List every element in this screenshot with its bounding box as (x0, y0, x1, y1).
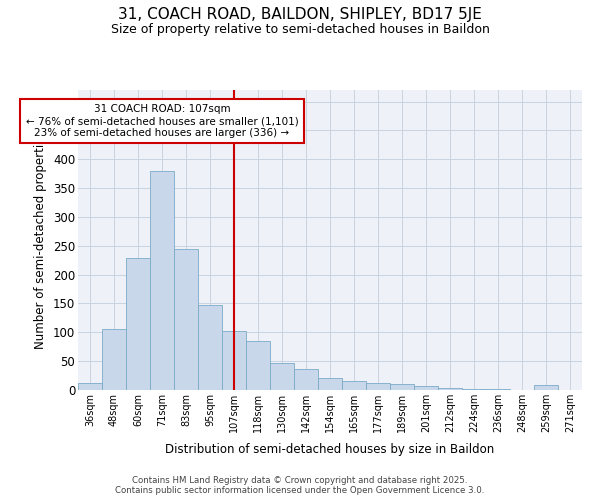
Text: Contains HM Land Registry data © Crown copyright and database right 2025.: Contains HM Land Registry data © Crown c… (132, 476, 468, 485)
Bar (270, 364, 294, 390)
Bar (414, 386, 438, 390)
Bar (438, 388, 462, 390)
Bar (390, 384, 414, 390)
Bar (366, 383, 390, 390)
Bar (222, 331, 246, 390)
X-axis label: Distribution of semi-detached houses by size in Baildon: Distribution of semi-detached houses by … (166, 444, 494, 456)
Bar (342, 382, 366, 390)
Bar (246, 341, 270, 390)
Text: 31 COACH ROAD: 107sqm
← 76% of semi-detached houses are smaller (1,101)
23% of s: 31 COACH ROAD: 107sqm ← 76% of semi-deta… (26, 104, 298, 138)
Bar (150, 171, 174, 390)
Text: 31, COACH ROAD, BAILDON, SHIPLEY, BD17 5JE: 31, COACH ROAD, BAILDON, SHIPLEY, BD17 5… (118, 8, 482, 22)
Bar (126, 258, 150, 390)
Bar (534, 385, 558, 390)
Bar (78, 382, 102, 390)
Text: Size of property relative to semi-detached houses in Baildon: Size of property relative to semi-detach… (110, 22, 490, 36)
Y-axis label: Number of semi-detached properties: Number of semi-detached properties (34, 130, 47, 350)
Bar (102, 330, 126, 390)
Text: Contains public sector information licensed under the Open Government Licence 3.: Contains public sector information licen… (115, 486, 485, 495)
Bar (462, 389, 486, 390)
Bar (174, 248, 198, 390)
Bar (318, 378, 342, 390)
Bar (294, 369, 318, 390)
Bar (198, 304, 222, 390)
